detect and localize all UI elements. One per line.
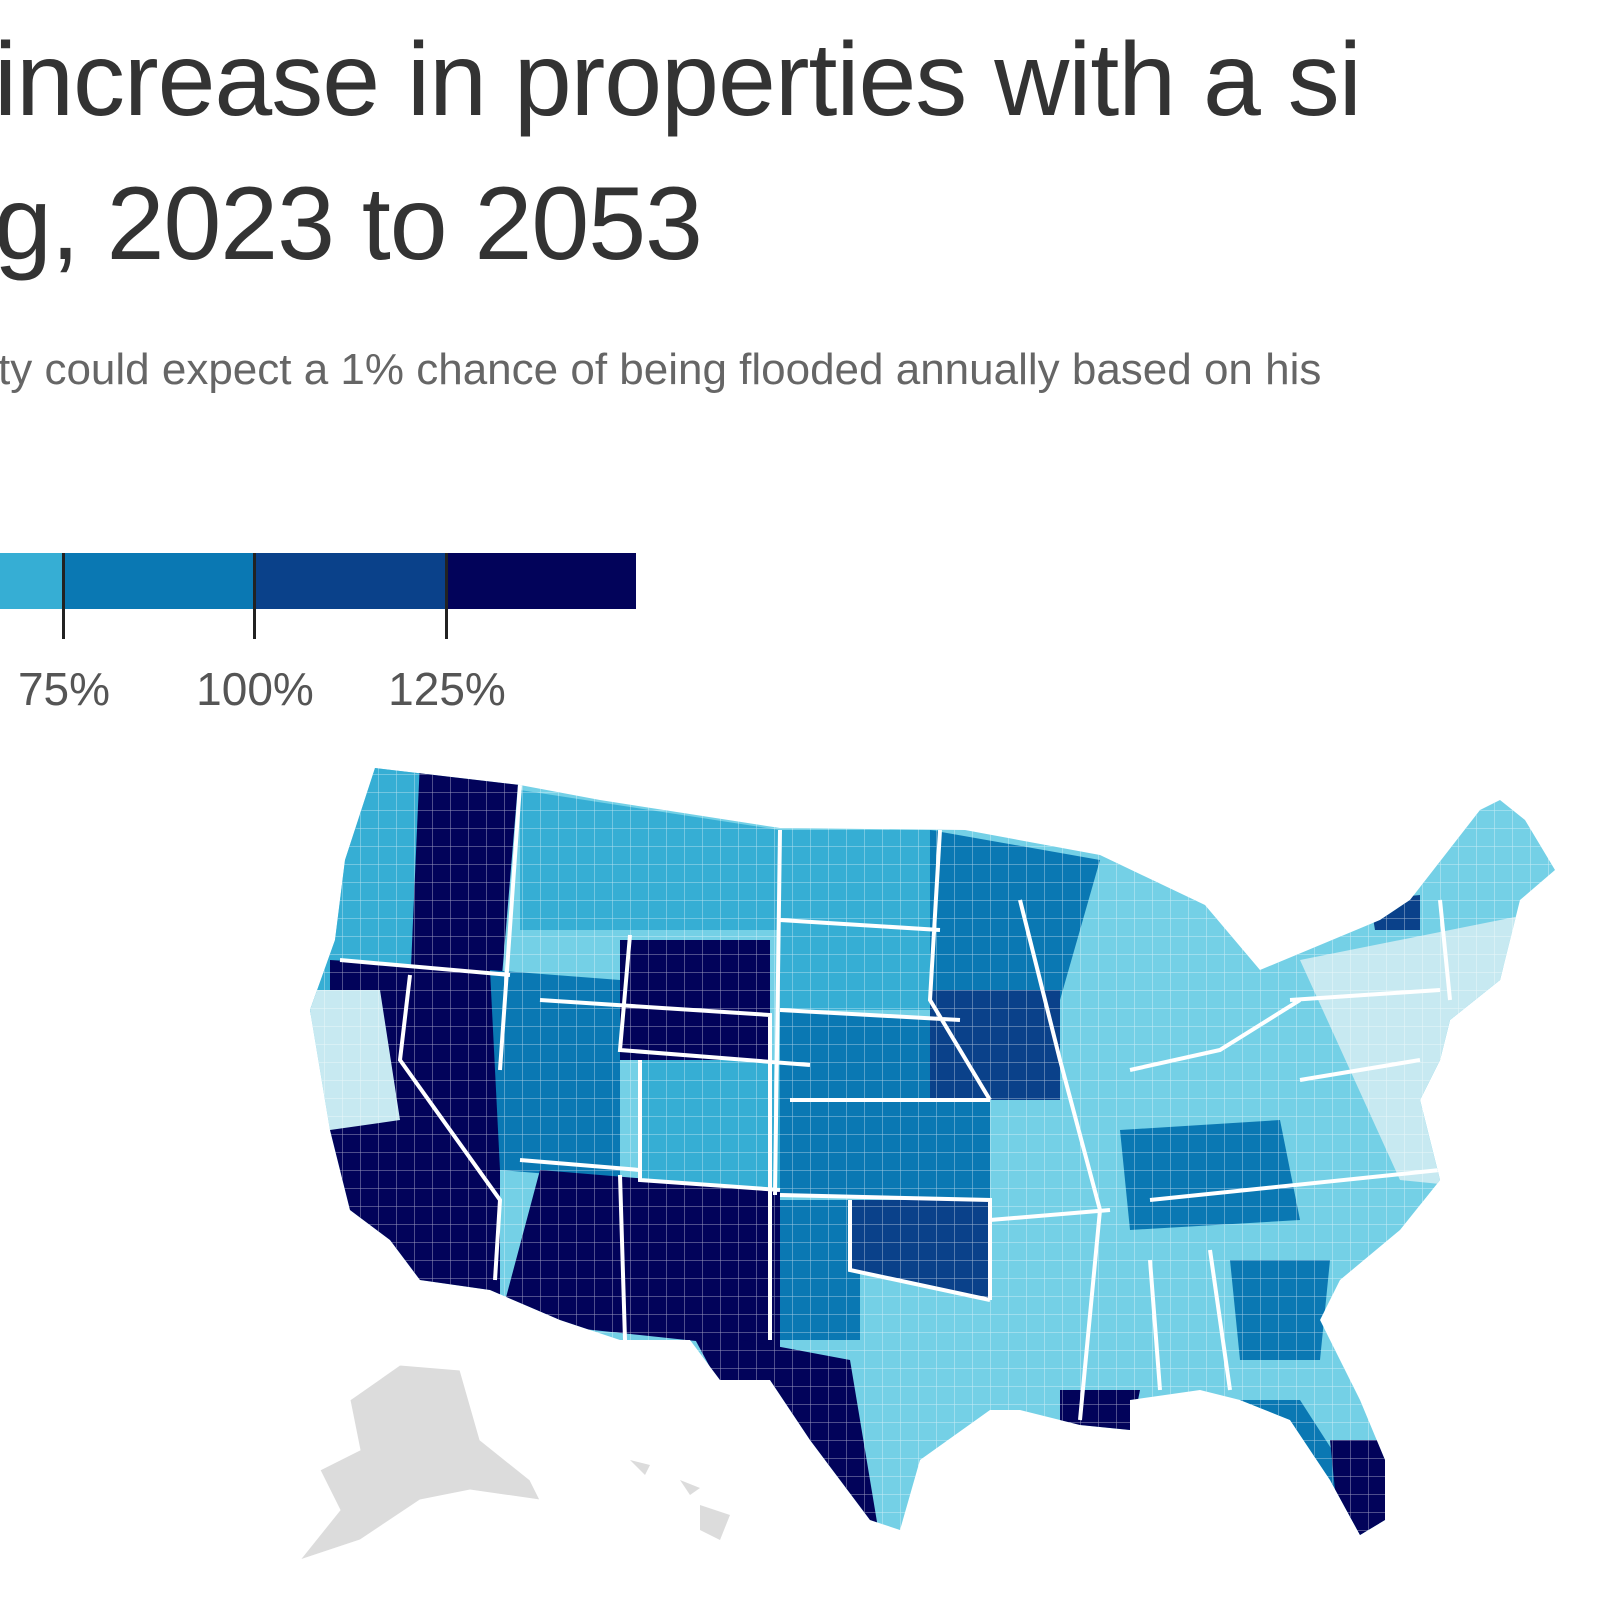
- chart-title-line-2: g, 2023 to 2053: [0, 166, 703, 282]
- chart-subtitle: ty could expect a 1% chance of being flo…: [0, 345, 1322, 394]
- state-borders: [339, 784, 1452, 1421]
- legend-bin-1: [0, 553, 63, 609]
- legend-bin-2: [63, 553, 255, 609]
- legend-tick: [253, 553, 256, 639]
- alaska-inset: [298, 1364, 541, 1562]
- hawaii-inset: [630, 1460, 730, 1540]
- legend-label-75: 75%: [17, 663, 111, 715]
- legend-bin-3: [255, 553, 446, 609]
- county-borders: [310, 768, 1555, 1535]
- chart-title-line-1: increase in properties with a si: [0, 22, 1362, 138]
- choropleth-map: [298, 768, 1555, 1562]
- legend-label-100: 100%: [196, 663, 314, 715]
- legend-tick: [445, 553, 448, 639]
- legend-label-125: 125%: [388, 663, 506, 715]
- legend-tick: [62, 553, 65, 639]
- legend-bin-4: [446, 553, 636, 609]
